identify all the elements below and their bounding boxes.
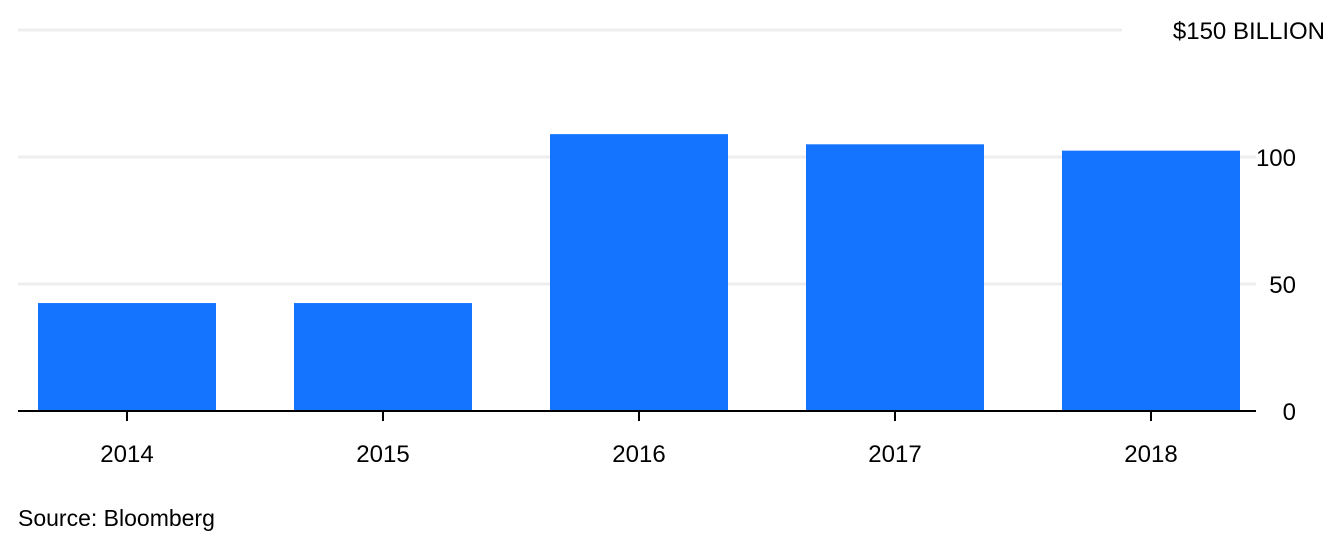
source-note: Source: Bloomberg [18,505,215,531]
y-tick-label: $150 BILLION [1173,18,1325,45]
bar-2017 [806,144,984,412]
y-tick-labels: 0 50 100 $150 BILLION [1173,18,1325,426]
x-tick-label: 2016 [612,441,665,468]
bars [38,134,1240,412]
bar-2018 [1062,150,1240,411]
x-tick-labels: 2014 2015 2016 2017 2018 [100,441,1177,468]
bar-2015 [294,303,472,411]
y-tick-label: 100 [1256,145,1296,172]
bar-2016 [550,134,728,411]
x-tick-label: 2018 [1124,441,1177,468]
y-tick-label: 50 [1269,272,1296,299]
x-tick-label: 2017 [868,441,921,468]
x-axis [18,410,1256,421]
x-tick-label: 2014 [100,441,153,468]
x-tick-label: 2015 [356,441,409,468]
bar-2014 [38,303,216,411]
y-tick-label: 0 [1283,399,1296,426]
